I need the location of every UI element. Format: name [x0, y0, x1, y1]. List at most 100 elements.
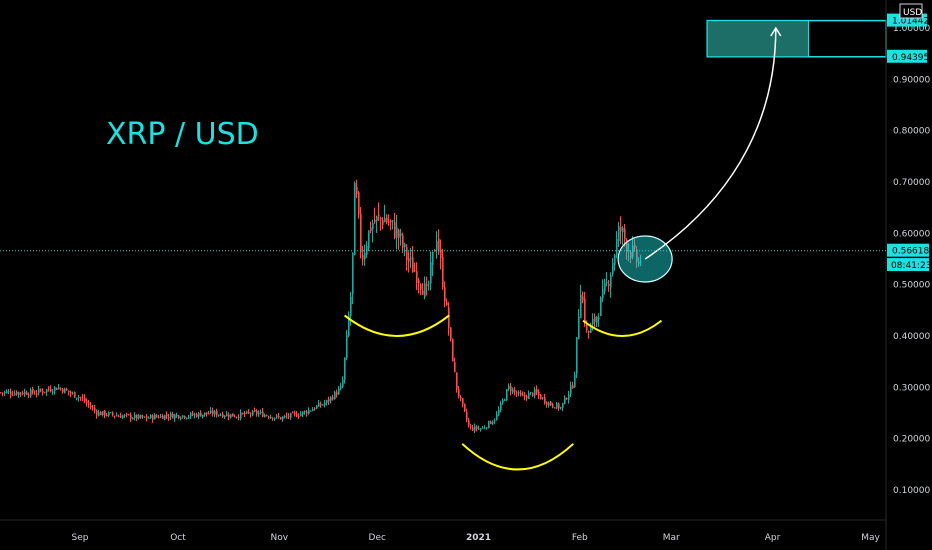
candle-body [116, 415, 118, 417]
candle-body [26, 392, 28, 395]
candle-body [476, 426, 478, 429]
x-tick-label: 2021 [466, 533, 491, 543]
candle-body [312, 409, 314, 412]
candle-body [332, 397, 334, 400]
candle-body [230, 414, 232, 418]
target-low-label: 0.94395 [892, 53, 929, 63]
currency-label: USD [903, 8, 922, 18]
candle-body [144, 416, 146, 418]
candle-body [28, 395, 30, 397]
candle-body [430, 262, 432, 284]
candle-body [98, 412, 100, 416]
candle-body [196, 414, 198, 417]
candle-body [38, 388, 40, 393]
candle-body [18, 392, 20, 396]
candle-body [408, 258, 410, 262]
candle-body [478, 428, 480, 430]
candle-body [600, 297, 602, 316]
candle-body [526, 396, 528, 399]
candle-body [452, 338, 454, 362]
candle-body [496, 414, 498, 420]
countdown-tag [887, 258, 929, 272]
y-tick-label: 0.40000 [893, 332, 930, 342]
candle-body [96, 411, 98, 416]
candle-body [140, 414, 142, 418]
candle-body [518, 392, 520, 394]
candle-body [36, 393, 38, 395]
y-tick-label: 0.10000 [893, 486, 930, 496]
candle-body [404, 244, 406, 247]
candle-body [224, 415, 226, 417]
candle-body [466, 411, 468, 420]
y-tick-label: 0.90000 [893, 75, 930, 85]
candle-body [434, 250, 436, 252]
candle-body [564, 397, 566, 404]
candle-body [118, 415, 120, 417]
candle-body [574, 374, 576, 388]
candle-body [446, 301, 448, 306]
candle-body [310, 410, 312, 412]
countdown-label: 08:41:23 [891, 261, 931, 271]
x-tick-label: Nov [270, 533, 288, 543]
x-tick-label: May [861, 533, 880, 543]
candle-body [628, 250, 630, 252]
candle-body [190, 413, 192, 417]
candle-body [24, 391, 26, 395]
y-tick-label: 0.70000 [893, 178, 930, 188]
candle-body [280, 417, 282, 420]
current-price-tag [887, 243, 929, 257]
candle-body [454, 361, 456, 372]
candle-body [68, 390, 70, 393]
candle-body [170, 413, 172, 418]
candle-body [390, 220, 392, 223]
candle-body [84, 397, 86, 402]
candle-body [176, 415, 178, 417]
candle-body [468, 420, 470, 426]
candle-body [492, 422, 494, 424]
arrow-head [770, 26, 782, 37]
candle-body [490, 421, 492, 425]
candle-body [532, 392, 534, 396]
candle-body [412, 257, 414, 273]
candle-body [198, 412, 200, 417]
candle-body [580, 294, 582, 319]
candle-body [398, 229, 400, 238]
candle-body [324, 403, 326, 405]
candle-body [202, 414, 204, 417]
candle-body [588, 330, 590, 333]
candle-body [368, 230, 370, 249]
candle-body [302, 411, 304, 415]
candle-body [498, 409, 500, 415]
candle-body [236, 416, 238, 418]
candle-body [186, 417, 188, 419]
candle-body [316, 405, 318, 409]
candle-body [290, 413, 292, 418]
candle-body [90, 405, 92, 408]
candle-body [448, 307, 450, 329]
candle-body [126, 414, 128, 416]
candle-body [576, 337, 578, 374]
candle-body [462, 398, 464, 405]
candle-body [226, 413, 228, 417]
candle-body [338, 388, 340, 395]
candle-body [66, 389, 68, 391]
candle-body [378, 214, 380, 217]
candle-body [416, 270, 418, 283]
candle-body [240, 412, 242, 419]
candle-body [120, 415, 122, 418]
candle-body [344, 357, 346, 380]
candle-body [134, 414, 136, 419]
bowl-arc [582, 319, 663, 337]
candle-body [444, 287, 446, 302]
candle-body [274, 417, 276, 419]
candle-body [212, 410, 214, 415]
candle-body [46, 389, 48, 392]
candle-body [314, 408, 316, 410]
projection-arrow [644, 27, 777, 260]
candle-body [586, 323, 588, 331]
candle-body [60, 388, 62, 390]
candle-body [100, 412, 102, 416]
candle-body [76, 397, 78, 399]
candle-body [64, 388, 66, 394]
candle-body [222, 413, 224, 418]
